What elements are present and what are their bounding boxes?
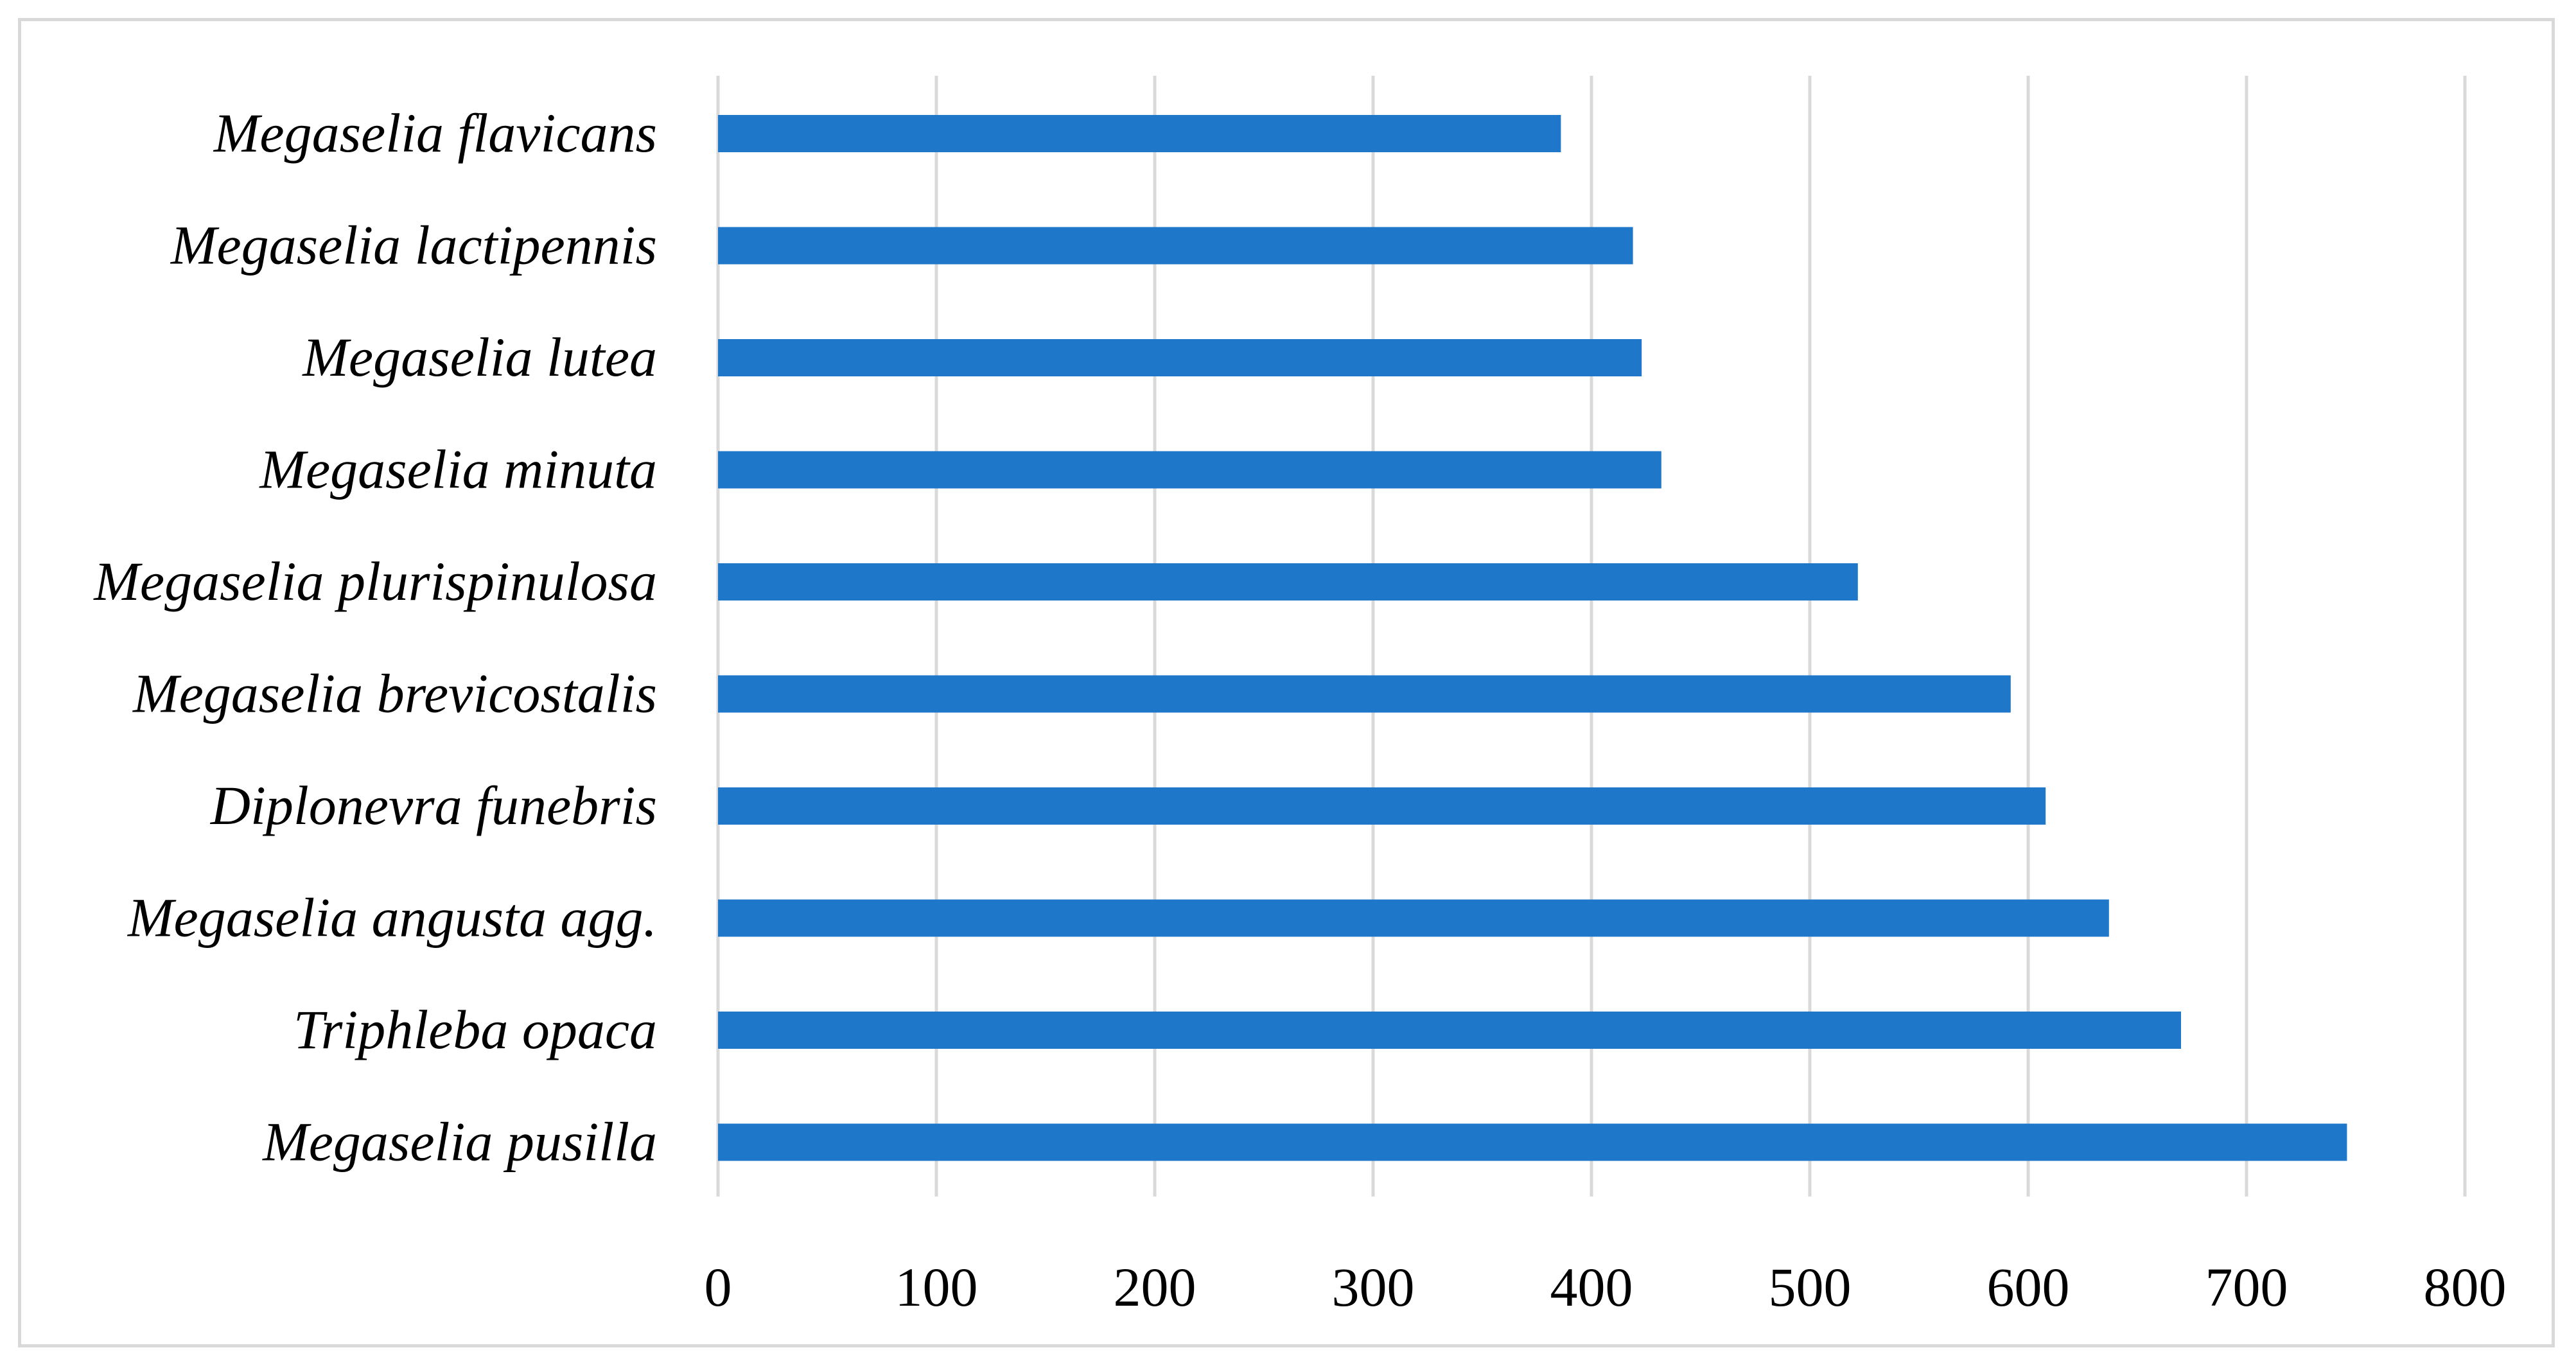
category-label: Megaselia lactipennis <box>170 215 657 276</box>
category-label: Megaselia lutea <box>301 326 657 388</box>
category-label: Megaselia angusta agg. <box>127 887 657 949</box>
bar <box>718 787 2046 825</box>
bar <box>718 1123 2347 1161</box>
x-tick-label: 0 <box>705 1256 732 1318</box>
bar <box>718 451 1661 489</box>
x-tick-label: 700 <box>2205 1256 2288 1318</box>
category-label: Triphleba opaca <box>294 999 657 1060</box>
x-tick-labels: 0 100 200 300 400 500 600 700 800 <box>705 1256 2507 1318</box>
bar <box>718 899 2109 937</box>
bar <box>718 563 1858 601</box>
bar <box>718 675 2011 713</box>
x-tick-label: 100 <box>895 1256 978 1318</box>
category-label: Diplonevra funebris <box>210 775 657 836</box>
x-tick-label: 400 <box>1550 1256 1633 1318</box>
chart-frame: Megaselia flavicans Megaselia lactipennis… <box>18 18 2555 1347</box>
bar <box>718 227 1633 265</box>
category-labels: Megaselia flavicans Megaselia lactipennis… <box>92 102 657 1173</box>
x-tick-label: 200 <box>1114 1256 1196 1318</box>
bar <box>718 1012 2181 1049</box>
bar <box>718 115 1561 152</box>
bar <box>718 339 1642 376</box>
category-label: Megaselia minuta <box>258 439 657 500</box>
x-tick-label: 800 <box>2424 1256 2507 1318</box>
x-tick-label: 600 <box>1987 1256 2070 1318</box>
category-label: Megaselia plurispinulosa <box>92 550 657 612</box>
category-label: Megaselia brevicostalis <box>132 663 657 724</box>
bar-chart: Megaselia flavicans Megaselia lactipennis… <box>92 76 2507 1318</box>
category-label: Megaselia pusilla <box>261 1111 657 1173</box>
x-tick-label: 300 <box>1332 1256 1415 1318</box>
x-tick-label: 500 <box>1769 1256 1852 1318</box>
category-label: Megaselia flavicans <box>213 102 657 164</box>
bars <box>718 115 2347 1161</box>
